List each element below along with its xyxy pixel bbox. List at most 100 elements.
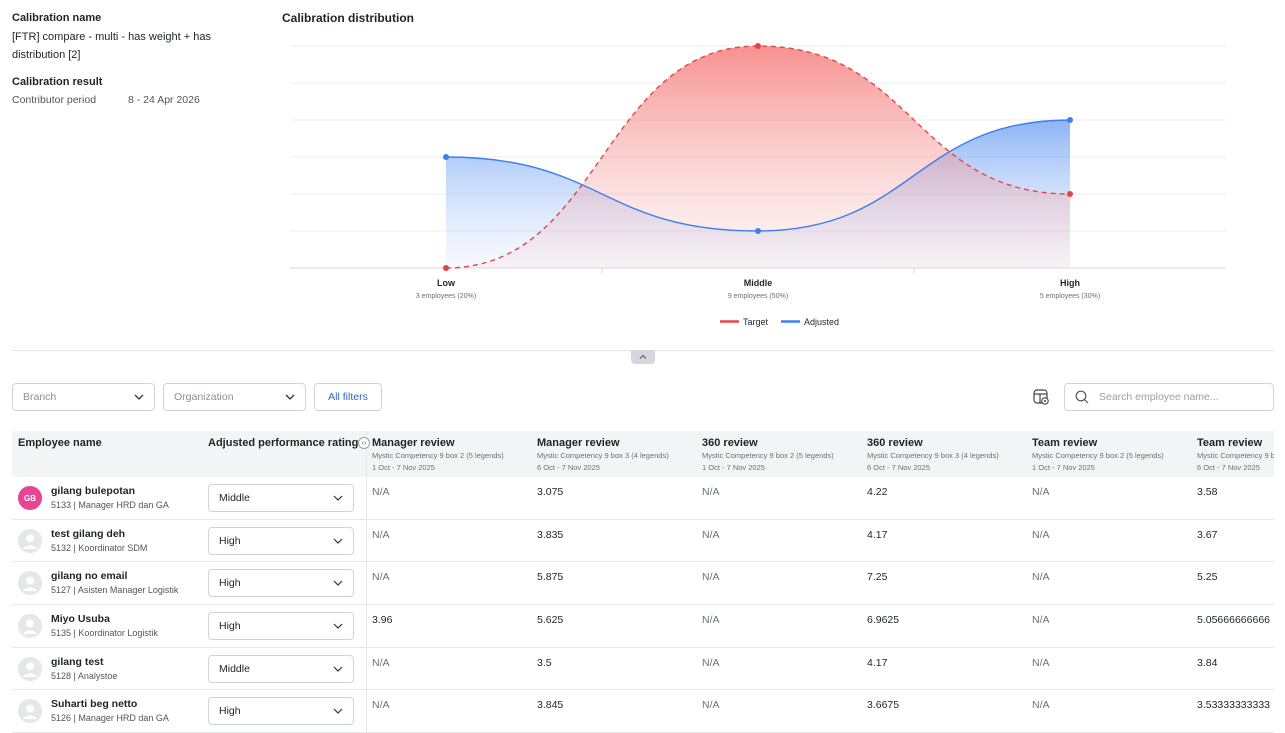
data-point-target[interactable] (755, 43, 761, 49)
rating-value: Middle (219, 662, 250, 675)
review-score-cell: N/A (702, 656, 720, 669)
table-row[interactable]: GB gilang bulepotan 5133 | Manager HRD d… (12, 477, 1274, 520)
column-header-review[interactable]: 360 review Mystic Competency 9 box 2 (5 l… (702, 431, 834, 477)
review-column-period: 6 Oct - 7 Nov 2025 (1197, 463, 1260, 472)
rating-select[interactable]: High (208, 697, 354, 726)
review-column-form: Mystic Competency 9 box 2 (5 legends) (702, 451, 834, 460)
employee-name[interactable]: gilang no email (51, 570, 128, 583)
x-tick-sublabel: 9 employees (50%) (728, 293, 788, 300)
employee-search[interactable] (1064, 383, 1274, 411)
table-row[interactable]: test gilang deh 5132 | Koordinator SDM H… (12, 520, 1274, 563)
employee-id-position: 5133 | Manager HRD dan GA (51, 500, 169, 510)
review-column-form: Mystic Competency 9 box 2 (5 legends) (372, 451, 504, 460)
legend-label-adjusted[interactable]: Adjusted (804, 317, 839, 327)
employee-table: Employee name Adjusted performance ratin… (12, 431, 1274, 733)
employee-name[interactable]: test gilang deh (51, 527, 126, 540)
employee-name[interactable]: gilang test (51, 655, 104, 668)
review-column-period: 1 Oct - 7 Nov 2025 (372, 463, 435, 472)
column-header-review[interactable]: Manager review Mystic Competency 9 box 3 … (537, 431, 669, 477)
branch-select-placeholder: Branch (23, 391, 57, 403)
rating-value: High (219, 620, 241, 633)
table-row[interactable]: gilang test 5128 | Analystoe Middle N/A 3… (12, 648, 1274, 691)
data-point-adjusted[interactable] (1067, 117, 1073, 123)
review-score-cell: 3.67 (1197, 528, 1218, 541)
employee-id-position: 5126 | Manager HRD dan GA (51, 713, 169, 724)
review-column-title: Team review (1197, 437, 1263, 449)
rating-select[interactable]: High (208, 612, 354, 641)
rating-select[interactable]: High (208, 526, 354, 555)
organization-select-placeholder: Organization (174, 391, 234, 403)
employee-name[interactable]: gilang bulepotan (51, 485, 135, 497)
review-score-cell: N/A (372, 528, 390, 541)
table-body: GB gilang bulepotan 5133 | Manager HRD d… (12, 477, 1274, 733)
review-score-cell: N/A (372, 571, 390, 584)
chevron-down-icon (333, 495, 343, 501)
table-row[interactable]: Miyo Usuba 5135 | Koordinator Logistik H… (12, 605, 1274, 648)
calibration-distribution-chart: Low 3 employees (20%) Middle 9 employees (5… (290, 43, 1226, 327)
column-header-review[interactable]: Manager review Mystic Competency 9 box 2 … (372, 431, 504, 477)
x-tick-label: Middle (744, 278, 773, 288)
data-point-adjusted[interactable] (443, 154, 449, 160)
employee-id-position: 5135 | Koordinator Logistik (51, 628, 158, 639)
review-score-cell: 3.53333333333 (1197, 699, 1270, 712)
column-header-employee[interactable]: Employee name (18, 431, 102, 477)
column-settings-button[interactable] (1030, 386, 1052, 408)
rating-value: High (219, 705, 241, 718)
table-settings-icon (1033, 389, 1049, 405)
review-score-cell: N/A (1032, 486, 1050, 498)
review-score-cell: N/A (702, 571, 720, 584)
review-column-title: Manager review (372, 437, 455, 449)
user-placeholder-icon (18, 656, 42, 681)
table-header: Employee name Adjusted performance ratin… (12, 431, 1274, 477)
review-score-cell: 3.075 (537, 486, 564, 498)
review-score-cell: 3.58 (1197, 486, 1218, 498)
chevron-down-icon (333, 709, 343, 715)
column-header-review[interactable]: Team review Mystic Competency 9 box 2 (5 … (1032, 431, 1164, 477)
employee-info: gilang test 5128 | Analystoe (51, 656, 117, 681)
employee-name[interactable]: Suharti beg netto (51, 698, 138, 711)
series-area-target (446, 46, 1070, 268)
data-point-adjusted[interactable] (755, 228, 761, 234)
employee-id-position: 5127 | Asisten Manager Logistik (51, 585, 179, 596)
review-column-period: 1 Oct - 7 Nov 2025 (702, 463, 765, 472)
column-header-rating[interactable]: Adjusted performance rating (208, 431, 358, 477)
chevron-down-icon (285, 394, 295, 400)
employee-name[interactable]: Miyo Usuba (51, 613, 110, 626)
all-filters-button[interactable]: All filters (314, 383, 382, 411)
rating-value: Middle (219, 492, 250, 504)
review-column-period: 6 Oct - 7 Nov 2025 (867, 463, 930, 472)
rating-select[interactable]: High (208, 569, 354, 598)
review-column-form: Mystic Competency 9 box 3 (4 legends) (537, 451, 669, 460)
review-score-cell: N/A (702, 614, 720, 627)
review-score-cell: N/A (702, 699, 720, 712)
rating-select[interactable]: Middle (208, 654, 354, 683)
column-header-employee-title: Employee name (18, 437, 102, 449)
branch-select[interactable]: Branch (12, 383, 155, 411)
review-score-cell: 3.835 (537, 528, 564, 541)
column-header-review[interactable]: Team review Mystic Competency 9 box 3 (4 … (1197, 431, 1274, 477)
avatar (18, 656, 42, 681)
review-score-cell: 3.96 (372, 614, 393, 627)
search-input[interactable] (1097, 390, 1261, 404)
column-resize-handle[interactable]: ‹› (358, 437, 370, 449)
review-column-title: Team review (1032, 437, 1098, 449)
column-header-review[interactable]: 360 review Mystic Competency 9 box 3 (4 l… (867, 431, 999, 477)
legend-label-target[interactable]: Target (743, 317, 769, 327)
data-point-target[interactable] (443, 265, 449, 271)
collapse-chart-button[interactable] (631, 350, 655, 364)
employee-id-position: 5132 | Koordinator SDM (51, 542, 148, 553)
review-score-cell: 5.05666666666 (1197, 614, 1270, 627)
x-tick-label: Low (437, 278, 456, 288)
calibration-name-value: [FTR] compare - multi - has weight + has… (12, 31, 211, 61)
calibration-name-label: Calibration name (12, 12, 102, 24)
rating-select[interactable]: Middle (208, 484, 354, 512)
calibration-result-label: Calibration result (12, 76, 103, 88)
review-score-cell: N/A (372, 656, 390, 669)
rating-value: High (219, 534, 241, 547)
data-point-target[interactable] (1067, 191, 1073, 197)
table-row[interactable]: gilang no email 5127 | Asisten Manager L… (12, 562, 1274, 606)
organization-select[interactable]: Organization (163, 383, 306, 411)
review-score-cell: 3.5 (537, 656, 552, 669)
table-row[interactable]: Suharti beg netto 5126 | Manager HRD dan… (12, 690, 1274, 733)
contributor-period-label: Contributor period (12, 94, 97, 106)
